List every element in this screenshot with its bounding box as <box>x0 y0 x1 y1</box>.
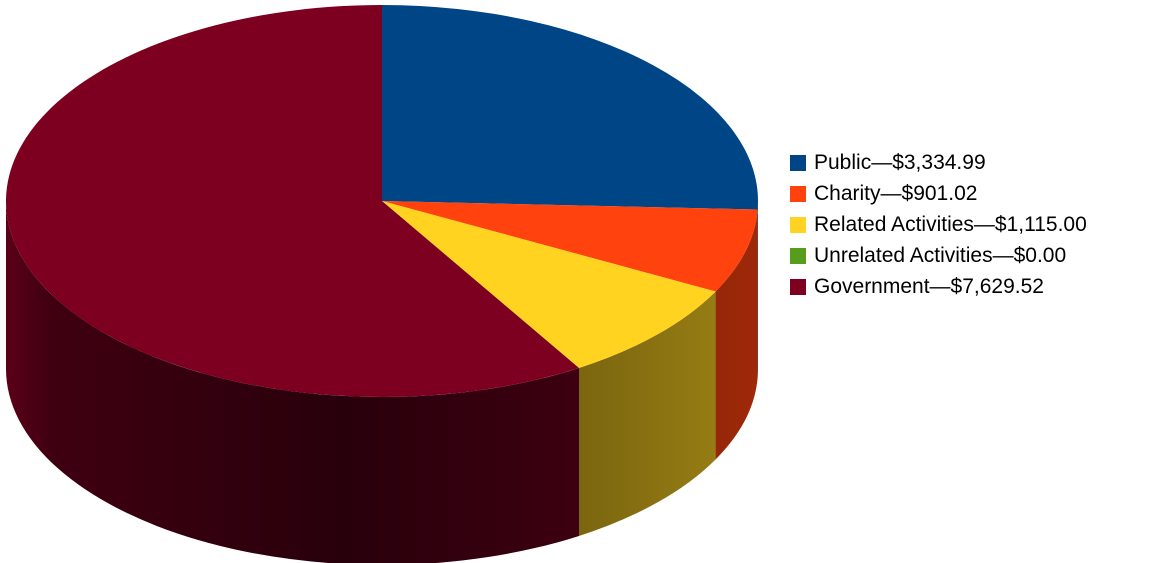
pie-side-government <box>6 201 579 563</box>
legend-label: Public—$3,334.99 <box>814 150 986 174</box>
pie-slice-government <box>6 5 579 397</box>
legend-swatch <box>790 216 806 233</box>
pie-side-related-activities <box>578 291 716 536</box>
pie-slice-related-activities <box>382 201 716 368</box>
legend-item-charity: Charity—$901.02 <box>790 178 1087 209</box>
chart-legend: Public—$3,334.99 Charity—$901.02 Related A… <box>790 147 1087 302</box>
pie-side-charity <box>715 209 758 460</box>
legend-item-unrelated-activities: Unrelated Activities—$0.00 <box>790 240 1087 271</box>
legend-swatch <box>790 247 806 264</box>
legend-item-related-activities: Related Activities—$1,115.00 <box>790 209 1087 240</box>
legend-label: Unrelated Activities—$0.00 <box>814 243 1067 267</box>
legend-swatch <box>790 185 806 202</box>
pie-slice-charity <box>382 201 758 292</box>
legend-item-government: Government—$7,629.52 <box>790 271 1087 302</box>
legend-label: Related Activities—$1,115.00 <box>814 212 1087 236</box>
legend-label: Charity—$901.02 <box>814 181 978 205</box>
legend-swatch <box>790 154 806 171</box>
legend-label: Government—$7,629.52 <box>814 274 1044 298</box>
pie-top-faces <box>6 5 758 397</box>
legend-swatch <box>790 278 806 295</box>
legend-item-public: Public—$3,334.99 <box>790 147 1087 178</box>
pie-slice-public <box>382 5 758 210</box>
pie-side-walls <box>6 201 758 563</box>
